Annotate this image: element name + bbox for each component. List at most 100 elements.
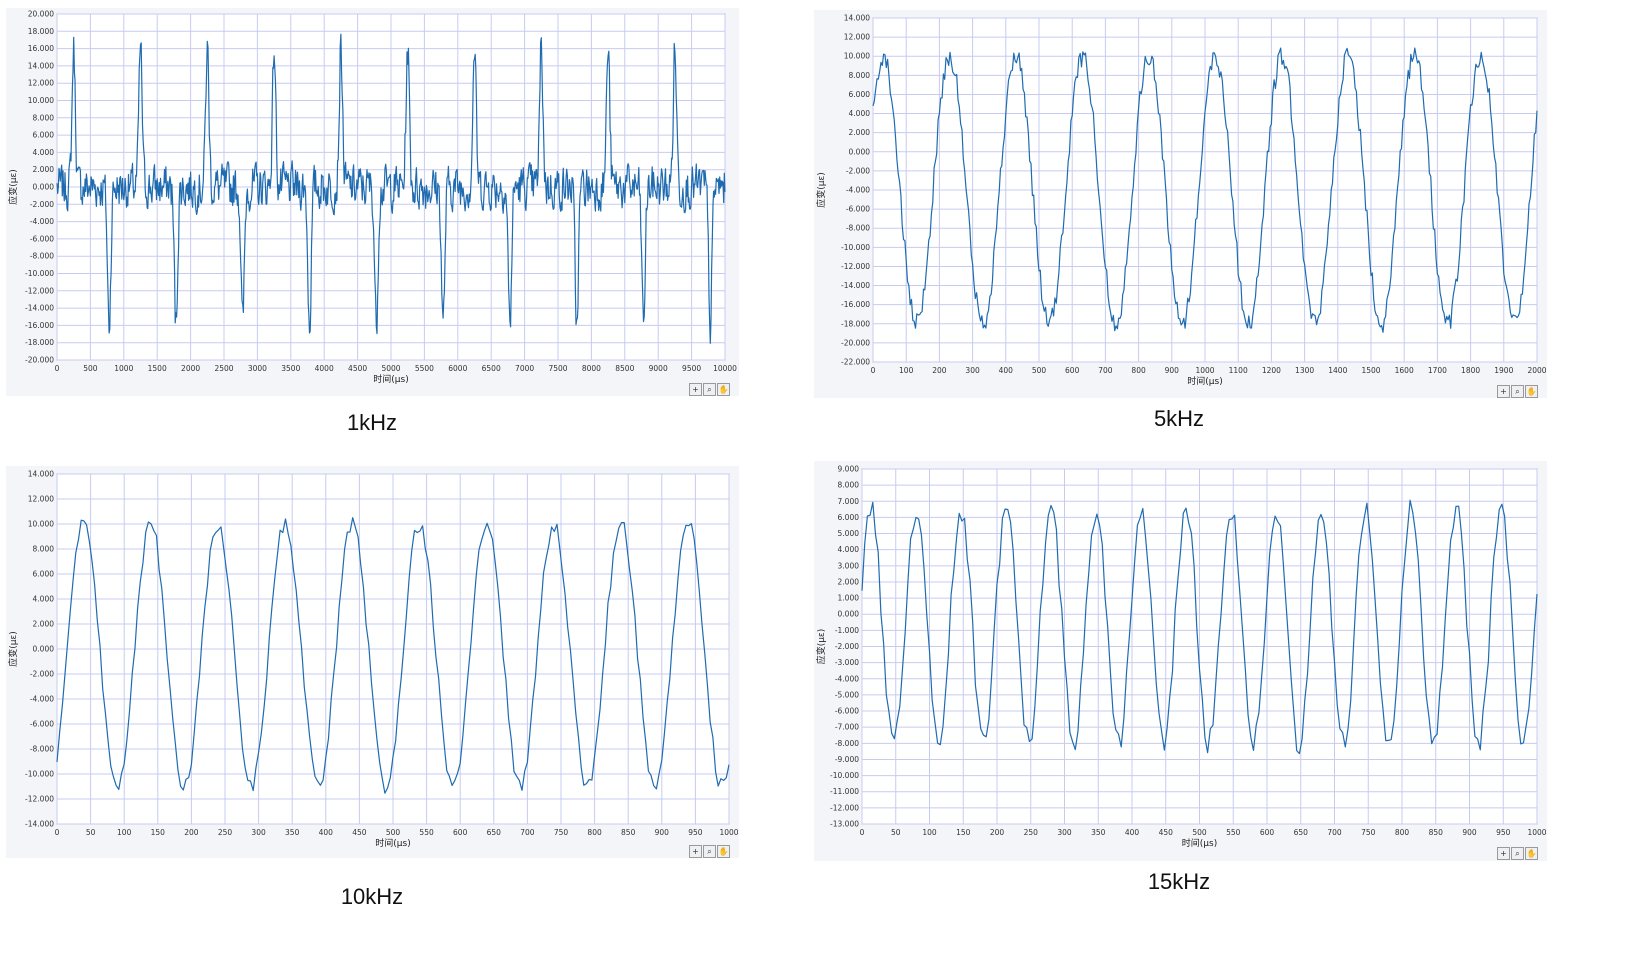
chart-1khz: 20.000 18.000 16.000 14.000 12.000 10.000 8.00… xyxy=(7,10,737,386)
y-tick-label: 8.000 xyxy=(838,481,860,490)
cursor-tool-icon[interactable]: + xyxy=(689,383,702,396)
x-tick-label: 200 xyxy=(990,828,1005,837)
x-tick-label: 1000 xyxy=(114,364,133,373)
pan-tool-icon[interactable]: ✋ xyxy=(1525,847,1538,860)
y-tick-label: -8.000 xyxy=(835,739,859,748)
y-axis-label: 应变(με) xyxy=(7,631,19,667)
x-tick-label: 0 xyxy=(55,828,60,837)
y-tick-label: -4.000 xyxy=(835,674,859,683)
y-tick-label: 9.000 xyxy=(838,465,860,474)
cursor-tool-icon[interactable]: + xyxy=(1497,385,1510,398)
y-tick-label: 14.000 xyxy=(844,14,870,23)
y-tick-label: -2.000 xyxy=(846,166,870,175)
x-axis-label: 时间(μs) xyxy=(1187,375,1222,387)
x-tick-label: 4500 xyxy=(348,364,367,373)
y-tick-label: -2.000 xyxy=(30,670,54,679)
series-line xyxy=(872,47,1538,333)
x-tick-label: 1500 xyxy=(148,364,167,373)
x-tick-label: 450 xyxy=(1159,828,1174,837)
x-tick-label: 700 xyxy=(1098,366,1113,375)
x-tick-label: 1500 xyxy=(1361,366,1380,375)
x-tick-label: 700 xyxy=(520,828,535,837)
pan-tool-icon[interactable]: ✋ xyxy=(717,383,730,396)
x-tick-label: 750 xyxy=(554,828,569,837)
y-tick-label: -10.000 xyxy=(830,771,859,780)
x-tick-label: 1700 xyxy=(1428,366,1447,375)
y-tick-label: -16.000 xyxy=(25,321,54,330)
y-tick-label: 12.000 xyxy=(844,33,870,42)
series-line xyxy=(861,499,1538,755)
x-tick-label: 800 xyxy=(1131,366,1146,375)
x-tick-label: 50 xyxy=(86,828,96,837)
x-tick-label: 3000 xyxy=(248,364,267,373)
y-tick-label: 14.000 xyxy=(28,470,54,479)
x-tick-label: 10000 xyxy=(713,364,737,373)
zoom-tool-icon[interactable]: ⌕ xyxy=(1511,385,1524,398)
y-tick-label: -12.000 xyxy=(25,286,54,295)
x-tick-label: 500 xyxy=(83,364,98,373)
y-tick-label: -6.000 xyxy=(846,205,870,214)
graph-toolbar: + ⌕ ✋ xyxy=(689,845,730,858)
x-tick-label: 2000 xyxy=(1527,366,1546,375)
x-tick-label: 500 xyxy=(386,828,401,837)
caption-5khz: 5kHz xyxy=(1153,406,1205,431)
x-tick-label: 8500 xyxy=(615,364,634,373)
x-tick-label: 2500 xyxy=(214,364,233,373)
y-tick-label: -11.000 xyxy=(830,787,859,796)
y-tick-label: 0.000 xyxy=(838,610,860,619)
y-tick-label: 0.000 xyxy=(849,147,871,156)
y-tick-label: -2.000 xyxy=(30,200,54,209)
x-tick-label: 300 xyxy=(1057,828,1072,837)
x-axis-label: 时间(μs) xyxy=(375,837,410,849)
graph-toolbar: + ⌕ ✋ xyxy=(1497,847,1538,860)
x-tick-label: 300 xyxy=(965,366,980,375)
x-tick-label: 850 xyxy=(1429,828,1444,837)
x-tick-label: 750 xyxy=(1361,828,1376,837)
x-tick-label: 0 xyxy=(55,364,60,373)
y-tick-label: -18.000 xyxy=(25,338,54,347)
y-tick-label: -10.000 xyxy=(25,269,54,278)
x-tick-label: 350 xyxy=(1091,828,1106,837)
y-tick-label: 2.000 xyxy=(849,128,871,137)
x-tick-label: 500 xyxy=(1192,828,1207,837)
x-tick-label: 0 xyxy=(860,828,865,837)
y-tick-label: 4.000 xyxy=(33,148,55,157)
cursor-tool-icon[interactable]: + xyxy=(1497,847,1510,860)
y-tick-label: 5.000 xyxy=(838,529,860,538)
y-tick-label: -7.000 xyxy=(835,723,859,732)
y-tick-label: 2.000 xyxy=(838,577,860,586)
chart-panel-1khz: 20.000 18.000 16.000 14.000 12.000 10.000 8.00… xyxy=(6,8,739,396)
x-tick-label: 1000 xyxy=(719,828,738,837)
x-tick-label: 1400 xyxy=(1328,366,1347,375)
pan-tool-icon[interactable]: ✋ xyxy=(1525,385,1538,398)
graph-toolbar: + ⌕ ✋ xyxy=(689,383,730,396)
y-tick-label: -12.000 xyxy=(830,803,859,812)
x-tick-label: 950 xyxy=(688,828,703,837)
x-tick-label: 350 xyxy=(285,828,300,837)
x-tick-label: 650 xyxy=(487,828,502,837)
graph-toolbar: + ⌕ ✋ xyxy=(1497,385,1538,398)
chart-5khz: 14.000 12.000 10.000 8.000 6.000 4.000 2.000 0.… xyxy=(815,14,1547,388)
y-tick-label: 18.000 xyxy=(28,27,54,36)
x-tick-label: 900 xyxy=(1165,366,1180,375)
y-tick-label: -20.000 xyxy=(25,356,54,365)
cursor-tool-icon[interactable]: + xyxy=(689,845,702,858)
x-tick-label: 5500 xyxy=(415,364,434,373)
caption-15khz: 15kHz xyxy=(1147,869,1211,894)
y-tick-label: -8.000 xyxy=(846,224,870,233)
y-tick-label: 6.000 xyxy=(838,513,860,522)
y-tick-label: 16.000 xyxy=(28,44,54,53)
pan-tool-icon[interactable]: ✋ xyxy=(717,845,730,858)
y-tick-label: 12.000 xyxy=(28,495,54,504)
x-tick-label: 400 xyxy=(1125,828,1140,837)
x-tick-label: 8000 xyxy=(582,364,601,373)
y-tick-label: 3.000 xyxy=(838,561,860,570)
zoom-tool-icon[interactable]: ⌕ xyxy=(703,845,716,858)
y-tick-label: 8.000 xyxy=(849,71,871,80)
zoom-tool-icon[interactable]: ⌕ xyxy=(1511,847,1524,860)
chart-15khz: 9.000 8.000 7.000 6.000 5.000 4.000 3.000 2.000… xyxy=(815,465,1547,850)
zoom-tool-icon[interactable]: ⌕ xyxy=(703,383,716,396)
caption-10khz: 10kHz xyxy=(340,884,404,909)
y-tick-label: -18.000 xyxy=(841,319,870,328)
x-tick-label: 6000 xyxy=(448,364,467,373)
